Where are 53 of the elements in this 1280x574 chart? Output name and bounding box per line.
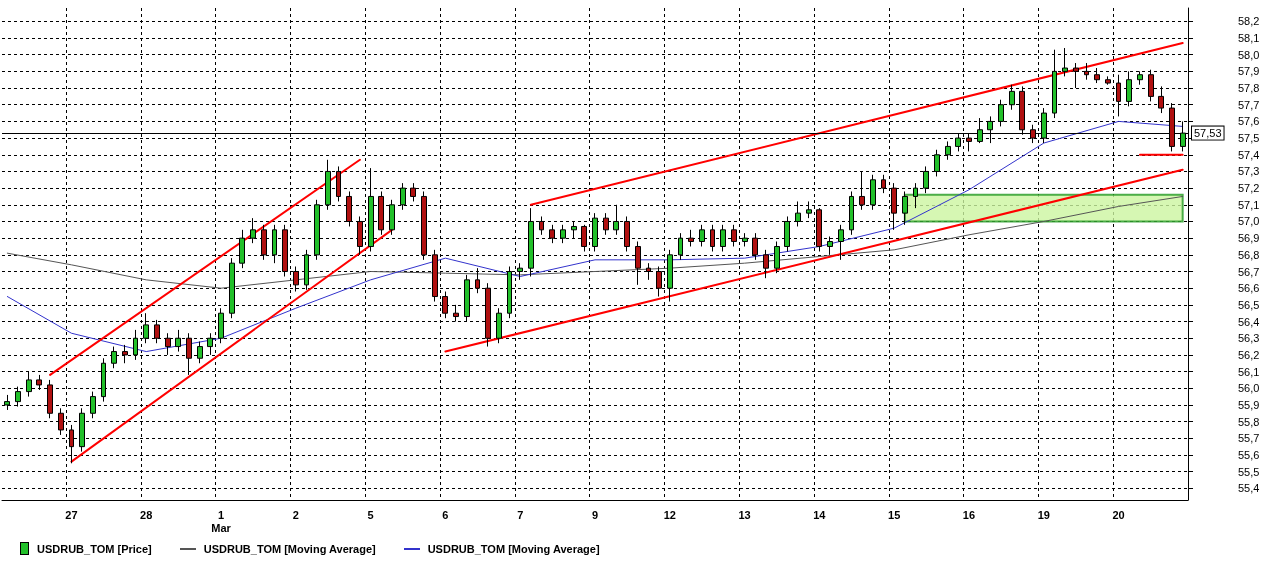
y-tick-label: 57,9	[1238, 65, 1260, 78]
y-tick-label: 56,0	[1238, 382, 1260, 395]
y-tick-label: 57,8	[1238, 82, 1260, 95]
candlestick	[913, 182, 918, 209]
x-tick-label: 5	[367, 508, 374, 521]
legend-label: USDRUB_TOM [Moving Average]	[203, 542, 376, 555]
y-tick-label: 56,6	[1238, 282, 1260, 295]
x-tick-label: 7	[517, 508, 524, 521]
y-tick-label: 55,9	[1238, 398, 1260, 411]
line-series	[6, 120, 1184, 353]
y-tick-label: 57,4	[1238, 148, 1260, 161]
y-tick-label: 57,7	[1238, 98, 1260, 111]
x-tick-label: 20	[1112, 508, 1125, 521]
y-tick-label: 56,3	[1238, 332, 1260, 345]
y-tick-label: 55,7	[1238, 432, 1260, 445]
y-tick-label: 57,2	[1238, 182, 1260, 195]
y-tick-label: 56,9	[1238, 232, 1260, 245]
y-tick-label: 56,5	[1238, 298, 1260, 311]
y-tick-label: 57,3	[1238, 165, 1260, 178]
y-tick-label: 58,2	[1238, 15, 1260, 28]
y-tick-label: 56,8	[1238, 248, 1260, 261]
y-tick-label: 58,1	[1238, 32, 1260, 45]
x-tick-label: 28	[140, 508, 153, 521]
y-tick-label: 57,6	[1238, 115, 1260, 128]
y-tick-label: 57,0	[1238, 215, 1260, 228]
x-tick-label: 15	[888, 508, 901, 521]
x-tick-label: 9	[591, 508, 599, 521]
legend-label: USDRUB_TOM [Moving Average]	[427, 542, 600, 555]
y-tick-label: 55,8	[1238, 415, 1260, 428]
x-tick-label: 19	[1037, 508, 1050, 521]
y-tick-label: 56,2	[1238, 348, 1260, 361]
x-tick-label: 14	[813, 508, 827, 521]
x-tick-label: 13	[738, 508, 751, 521]
y-tick-label: 57,5	[1238, 132, 1260, 145]
ref-line-label: 57,53	[1194, 127, 1222, 140]
y-tick-label: 57,1	[1238, 198, 1260, 211]
x-tick-label: 6	[442, 508, 449, 521]
x-tick-label: 2	[292, 508, 299, 521]
candlestick	[1105, 75, 1111, 86]
y-tick-label: 56,4	[1238, 315, 1260, 328]
legend-label: USDRUB_TOM [Price]	[37, 542, 152, 555]
x-tick-label: 16	[962, 508, 976, 521]
y-tick-label: 56,7	[1238, 265, 1260, 278]
line-series	[6, 195, 1184, 289]
y-tick-label: 55,5	[1238, 465, 1260, 478]
x-tick-label: 12	[663, 508, 676, 521]
y-tick-label: 55,6	[1238, 448, 1260, 461]
y-tick-label: 56,1	[1238, 365, 1260, 378]
candlestick	[133, 329, 138, 361]
x-tick-label: 27	[65, 508, 78, 521]
y-tick-label: 55,4	[1238, 482, 1260, 495]
x-tick-label: 1 Mar	[211, 508, 232, 534]
y-tick-label: 58,0	[1238, 48, 1260, 61]
